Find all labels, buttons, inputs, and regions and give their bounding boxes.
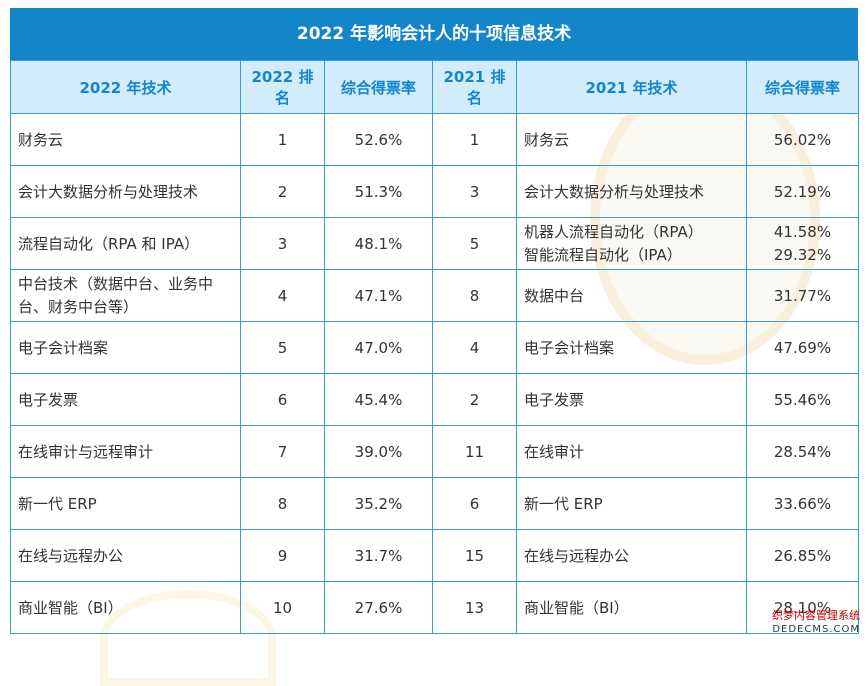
cell-rate2022: 39.0%	[324, 425, 433, 478]
cell-tech2022: 电子发票	[10, 373, 241, 426]
cell-rate2022: 47.0%	[324, 321, 433, 374]
cell-rate2021-line2: 29.32%	[773, 245, 832, 264]
cell-rank2022: 1	[240, 113, 325, 166]
cell-rank2022: 10	[240, 581, 325, 634]
cell-rank2021: 8	[432, 269, 517, 322]
table-row: 商业智能（BI） 10 27.6% 13 商业智能（BI） 28.10%	[10, 581, 859, 634]
cell-rate2022: 51.3%	[324, 165, 433, 218]
cell-tech2021: 新一代 ERP	[516, 477, 747, 530]
table-row: 新一代 ERP 8 35.2% 6 新一代 ERP 33.66%	[10, 477, 859, 530]
cell-rate2021: 33.66%	[746, 477, 859, 530]
badge-line2: DEDECMS.COM	[772, 624, 860, 635]
cell-rate2021: 28.10%	[746, 581, 859, 634]
cell-rank2022: 5	[240, 321, 325, 374]
table-row: 流程自动化（RPA 和 IPA） 3 48.1% 5 机器人流程自动化（RPA）…	[10, 217, 859, 270]
cell-tech2022: 在线与远程办公	[10, 529, 241, 582]
cell-rate2021-line1: 41.58%	[773, 222, 832, 241]
cell-rate2022: 27.6%	[324, 581, 433, 634]
cell-rate2021: 26.85%	[746, 529, 859, 582]
cell-tech2021: 在线与远程办公	[516, 529, 747, 582]
cell-rate2021: 52.19%	[746, 165, 859, 218]
cell-tech2021: 机器人流程自动化（RPA） 智能流程自动化（IPA）	[516, 217, 747, 270]
cell-rank2022: 9	[240, 529, 325, 582]
cell-tech2021-line2: 智能流程自动化（IPA）	[524, 245, 682, 264]
table-container: 2022 年影响会计人的十项信息技术 2022 年技术 2022 排名 综合得票…	[10, 8, 859, 634]
table-row: 电子会计档案 5 47.0% 4 电子会计档案 47.69%	[10, 321, 859, 374]
col-header-rank2021: 2021 排名	[432, 60, 517, 114]
cell-rank2021: 3	[432, 165, 517, 218]
cell-rate2022: 52.6%	[324, 113, 433, 166]
badge-line1: 织梦内容管理系统	[772, 609, 860, 622]
cell-tech2022: 新一代 ERP	[10, 477, 241, 530]
cell-rate2021: 47.69%	[746, 321, 859, 374]
cell-rank2022: 8	[240, 477, 325, 530]
cell-tech2021: 在线审计	[516, 425, 747, 478]
col-header-tech2022: 2022 年技术	[10, 60, 241, 114]
cell-rate2021: 31.77%	[746, 269, 859, 322]
cell-rank2021: 1	[432, 113, 517, 166]
col-header-rate2022: 综合得票率	[324, 60, 433, 114]
cell-rate2022: 35.2%	[324, 477, 433, 530]
cell-rate2021: 56.02%	[746, 113, 859, 166]
cell-rank2021: 15	[432, 529, 517, 582]
cell-tech2021: 数据中台	[516, 269, 747, 322]
cell-rate2021: 55.46%	[746, 373, 859, 426]
cell-rate2021: 41.58% 29.32%	[746, 217, 859, 270]
cell-tech2022: 商业智能（BI）	[10, 581, 241, 634]
cell-rank2021: 11	[432, 425, 517, 478]
cell-rate2022: 45.4%	[324, 373, 433, 426]
cell-tech2021: 电子会计档案	[516, 321, 747, 374]
table-row: 在线审计与远程审计 7 39.0% 11 在线审计 28.54%	[10, 425, 859, 478]
cell-tech2021: 电子发票	[516, 373, 747, 426]
header-row: 2022 年技术 2022 排名 综合得票率 2021 排名 2021 年技术 …	[10, 60, 859, 114]
table-row: 在线与远程办公 9 31.7% 15 在线与远程办公 26.85%	[10, 529, 859, 582]
col-header-rank2022: 2022 排名	[240, 60, 325, 114]
cell-tech2022: 中台技术（数据中台、业务中台、财务中台等）	[10, 269, 241, 322]
cell-rate2022: 47.1%	[324, 269, 433, 322]
cell-rank2022: 3	[240, 217, 325, 270]
site-watermark-badge: 织梦内容管理系统 DEDECMS.COM	[756, 609, 860, 639]
table-row: 会计大数据分析与处理技术 2 51.3% 3 会计大数据分析与处理技术 52.1…	[10, 165, 859, 218]
cell-rank2022: 6	[240, 373, 325, 426]
cell-rank2021: 5	[432, 217, 517, 270]
cell-tech2021: 商业智能（BI）	[516, 581, 747, 634]
cell-tech2022: 在线审计与远程审计	[10, 425, 241, 478]
table-row: 财务云 1 52.6% 1 财务云 56.02%	[10, 113, 859, 166]
cell-rate2022: 48.1%	[324, 217, 433, 270]
cell-tech2022: 流程自动化（RPA 和 IPA）	[10, 217, 241, 270]
cell-rank2021: 2	[432, 373, 517, 426]
cell-tech2022: 财务云	[10, 113, 241, 166]
cell-rank2021: 6	[432, 477, 517, 530]
cell-tech2021: 财务云	[516, 113, 747, 166]
col-header-rate2021: 综合得票率	[746, 60, 859, 114]
cell-rank2022: 7	[240, 425, 325, 478]
cell-rate2021: 28.54%	[746, 425, 859, 478]
cell-tech2021: 会计大数据分析与处理技术	[516, 165, 747, 218]
cell-rate2022: 31.7%	[324, 529, 433, 582]
cell-rank2022: 4	[240, 269, 325, 322]
table-title: 2022 年影响会计人的十项信息技术	[10, 8, 858, 60]
cell-tech2022: 电子会计档案	[10, 321, 241, 374]
cell-tech2021-line1: 机器人流程自动化（RPA）	[524, 222, 703, 241]
table-row: 电子发票 6 45.4% 2 电子发票 55.46%	[10, 373, 859, 426]
table-row: 中台技术（数据中台、业务中台、财务中台等） 4 47.1% 8 数据中台 31.…	[10, 269, 859, 322]
cell-rank2021: 4	[432, 321, 517, 374]
tech-table: 2022 年技术 2022 排名 综合得票率 2021 排名 2021 年技术 …	[10, 60, 859, 634]
col-header-tech2021: 2021 年技术	[516, 60, 747, 114]
cell-rank2022: 2	[240, 165, 325, 218]
cell-tech2022: 会计大数据分析与处理技术	[10, 165, 241, 218]
cell-rank2021: 13	[432, 581, 517, 634]
